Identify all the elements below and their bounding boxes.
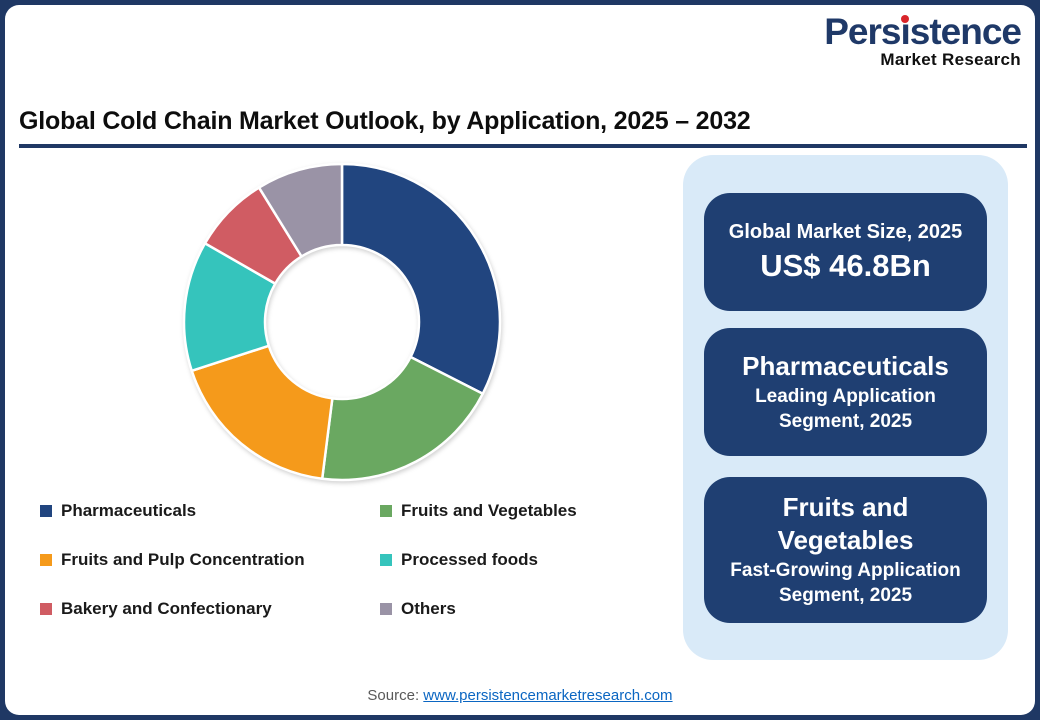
leading-segment-name: Pharmaceuticals xyxy=(742,350,949,381)
donut-chart xyxy=(180,160,504,484)
market-size-value: US$ 46.8Bn xyxy=(760,247,931,283)
legend-label: Others xyxy=(401,599,456,618)
market-size-card: Global Market Size, 2025 US$ 46.8Bn xyxy=(704,193,987,311)
fast-growing-segment-name: Fruits and Vegetables xyxy=(777,492,914,555)
fast-growing-segment-card: Fruits and Vegetables Fast-Growing Appli… xyxy=(704,477,987,623)
source-link[interactable]: www.persistencemarketresearch.com xyxy=(423,687,673,704)
legend: Pharmaceuticals Fruits and Vegetables Frui… xyxy=(40,501,577,619)
market-size-title: Global Market Size, 2025 xyxy=(728,220,963,243)
infographic-canvas: Persıstence Market Research Global Cold … xyxy=(5,5,1035,715)
brand-wordmark-part: Pers xyxy=(824,11,901,52)
leading-segment-card: Pharmaceuticals Leading Application Segm… xyxy=(704,328,987,456)
fast-growing-segment-caption: Fast-Growing Application Segment, 2025 xyxy=(730,560,961,606)
legend-label: Pharmaceuticals xyxy=(61,501,197,520)
page-title: Global Cold Chain Market Outlook, by App… xyxy=(19,107,751,135)
donut-segment-pharmaceuticals xyxy=(340,162,502,395)
source-line: Source: www.persistencemarketresearch.co… xyxy=(5,687,1035,704)
legend-item-others: Others xyxy=(380,599,577,619)
legend-item-fruits-and-vegetables: Fruits and Vegetables xyxy=(380,501,577,521)
legend-label: Bakery and Confectionary xyxy=(61,599,272,618)
legend-swatch-icon xyxy=(40,554,52,566)
title-underline xyxy=(19,144,1027,148)
legend-item-bakery-and-confectionary: Bakery and Confectionary xyxy=(40,599,380,619)
legend-item-processed-foods: Processed foods xyxy=(380,550,577,570)
brand-wordmark-part: stence xyxy=(909,11,1022,52)
donut-segment-fruits-and-vegetables xyxy=(320,355,485,482)
highlights-panel: Global Market Size, 2025 US$ 46.8Bn Phar… xyxy=(683,155,1008,660)
legend-item-pharmaceuticals: Pharmaceuticals xyxy=(40,501,380,521)
legend-label: Fruits and Vegetables xyxy=(401,501,577,520)
brand-wordmark: Persıstence xyxy=(824,11,1022,52)
legend-label: Processed foods xyxy=(401,550,538,569)
brand-red-dot-i: ı xyxy=(900,11,910,52)
donut-segment-fruits-and-pulp-concentration xyxy=(190,344,334,480)
legend-swatch-icon xyxy=(40,603,52,615)
legend-swatch-icon xyxy=(380,554,392,566)
legend-label: Fruits and Pulp Concentration xyxy=(61,550,305,569)
donut-chart-svg xyxy=(182,162,502,482)
legend-swatch-icon xyxy=(380,505,392,517)
leading-segment-caption: Leading Application Segment, 2025 xyxy=(755,386,936,432)
donut-segment-others xyxy=(257,162,344,258)
brand-logo: Persıstence Market Research xyxy=(824,11,1022,69)
legend-swatch-icon xyxy=(380,603,392,615)
brand-subtitle: Market Research xyxy=(880,50,1021,69)
source-label: Source: xyxy=(367,687,420,704)
legend-swatch-icon xyxy=(40,505,52,517)
legend-item-fruits-and-pulp-concentration: Fruits and Pulp Concentration xyxy=(40,550,380,570)
